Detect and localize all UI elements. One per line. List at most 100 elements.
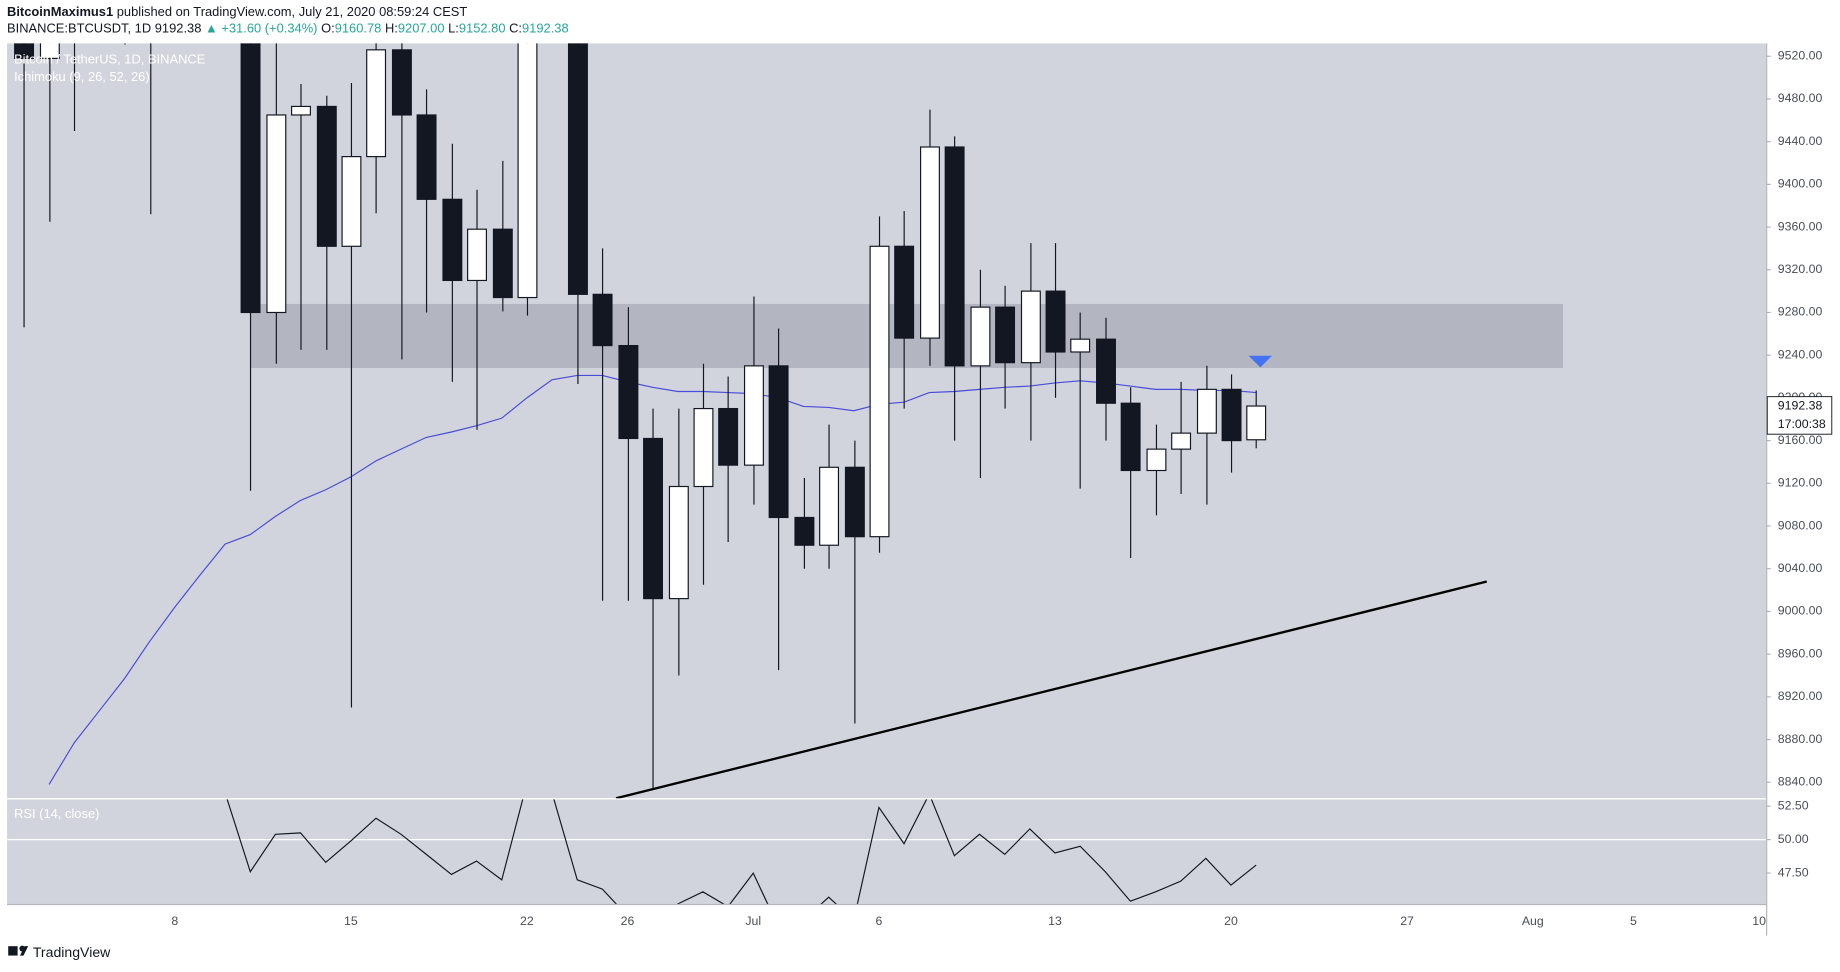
c-value: 9192.38 — [522, 21, 569, 36]
candle-body — [39, 43, 60, 59]
x-tick-label: 5 — [1630, 914, 1637, 928]
candle-body — [266, 114, 287, 314]
candle-body — [995, 306, 1016, 364]
y-tick-label: 8920.00 — [1778, 689, 1823, 703]
x-tick-label: Aug — [1522, 914, 1544, 928]
y-tick-label: 9160.00 — [1778, 433, 1823, 447]
author: BitcoinMaximus1 — [7, 4, 113, 19]
y-tick-label: 9120.00 — [1778, 476, 1823, 490]
rsi-tick-label: 50.00 — [1778, 832, 1809, 846]
x-tick-label: Jul — [745, 914, 761, 928]
x-tick-label: 15 — [344, 914, 358, 928]
footer-brand: TradingView — [33, 944, 111, 960]
o-label: O: — [321, 21, 335, 36]
candle-body — [1096, 338, 1116, 404]
price-tag-box — [1766, 396, 1833, 435]
c-label: C: — [509, 21, 522, 36]
x-tick-label: 22 — [520, 914, 534, 928]
candle-body — [240, 43, 261, 314]
candle-body — [894, 245, 915, 339]
x-tick-label: 10 — [1752, 914, 1766, 928]
candle-body — [592, 293, 613, 347]
candle-body — [743, 365, 764, 466]
candle-body — [467, 228, 487, 282]
candle-body — [14, 43, 35, 59]
chart-title: Bitcoin / TetherUS, 1D, BINANCE — [14, 51, 206, 66]
last-price: 9192.38 — [155, 21, 202, 36]
header-line-2: BINANCE:BTCUSDT, 1D 9192.38 ▲ +31.60 (+0… — [7, 21, 569, 36]
y-tick-label: 8840.00 — [1778, 774, 1823, 788]
candle-body — [668, 485, 689, 600]
candle-body — [970, 306, 991, 367]
y-tick-label: 9360.00 — [1778, 219, 1823, 233]
candle-body — [1020, 290, 1041, 364]
price-tag: 9192.38 — [1778, 398, 1823, 412]
candle-body — [1120, 402, 1141, 472]
candle-body — [944, 146, 965, 367]
candle-body — [442, 198, 463, 282]
rsi-pane — [7, 799, 1767, 904]
candle-body — [718, 407, 739, 466]
main-plot — [14, 43, 1564, 799]
axes: 8840.00 8880.00 8920.00 8960.00 9000.00 9040.… — [171, 48, 1833, 928]
x-tick-label: 20 — [1224, 914, 1238, 928]
candle-body — [567, 43, 588, 295]
candle-body — [794, 516, 815, 546]
candle-body — [643, 437, 664, 600]
y-tick-label: 8880.00 — [1778, 732, 1823, 746]
y-tick-label: 9040.00 — [1778, 561, 1823, 575]
candle-body — [1171, 432, 1192, 450]
x-tick-label: 8 — [171, 914, 178, 928]
trendline — [615, 580, 1488, 799]
x-tick-label: 26 — [621, 914, 635, 928]
rsi-legend: RSI (14, close) — [14, 806, 99, 821]
candle-body — [768, 365, 789, 519]
candle-body — [693, 407, 714, 488]
h-value: 9207.00 — [398, 21, 445, 36]
candle-body — [492, 228, 513, 299]
candle-body — [1146, 448, 1167, 472]
l-label: L: — [448, 21, 459, 36]
candle-body — [844, 466, 865, 538]
rsi-tick-label: 52.50 — [1778, 798, 1809, 812]
candle-body — [391, 49, 412, 116]
candle-body — [618, 344, 639, 440]
candle-body — [1221, 388, 1242, 442]
candle-body — [316, 105, 337, 247]
y-tick-label: 9320.00 — [1778, 262, 1823, 276]
y-tick-label: 9240.00 — [1778, 347, 1823, 361]
y-tick-label: 8960.00 — [1778, 646, 1823, 660]
h-label: H: — [385, 21, 398, 36]
candle-body — [517, 43, 538, 299]
candle-body — [341, 156, 362, 247]
candle-body — [1196, 388, 1217, 434]
candle-body — [1045, 290, 1066, 353]
y-tick-label: 9080.00 — [1778, 518, 1823, 532]
x-tick-label: 27 — [1400, 914, 1414, 928]
y-tick-label: 9280.00 — [1778, 305, 1823, 319]
countdown: 17:00:38 — [1778, 417, 1826, 431]
candle-body — [366, 49, 387, 158]
candle-body — [869, 245, 890, 538]
rsi-line — [226, 799, 1257, 904]
candle-body — [819, 466, 840, 546]
candle-body — [416, 114, 437, 200]
indicator-legend: Ichimoku (9, 26, 52, 26) — [14, 69, 150, 84]
l-value: 9152.80 — [459, 21, 506, 36]
y-tick-label: 9000.00 — [1778, 604, 1823, 618]
rsi-plot — [7, 799, 1767, 904]
signal-arrow — [1248, 355, 1273, 368]
candle-body — [1070, 338, 1091, 353]
candle-body — [1246, 405, 1267, 441]
y-tick-label: 9520.00 — [1778, 48, 1823, 62]
symbol: BINANCE:BTCUSDT, 1D — [7, 21, 151, 36]
x-tick-label: 13 — [1048, 914, 1062, 928]
rsi-tick-label: 47.50 — [1778, 865, 1809, 879]
y-tick-label: 9400.00 — [1778, 177, 1823, 191]
y-tick-label: 9440.00 — [1778, 134, 1823, 148]
y-tick-label: 9480.00 — [1778, 91, 1823, 105]
header-line-1: BitcoinMaximus1 published on TradingView… — [7, 4, 467, 19]
